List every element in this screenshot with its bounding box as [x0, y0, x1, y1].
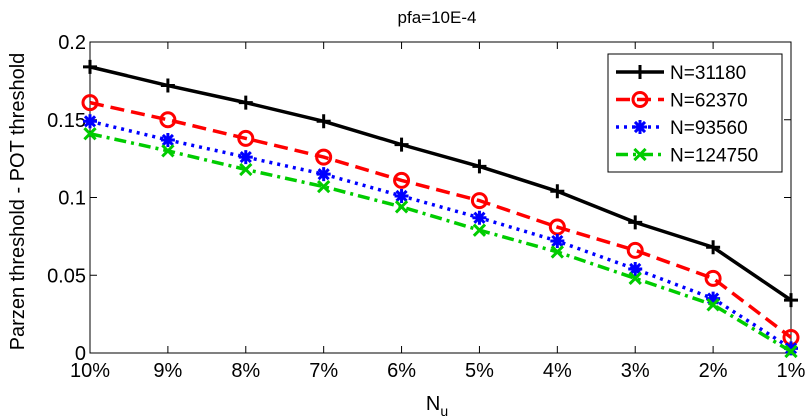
legend: N=31180 N=62370 N=93560 N=124750: [607, 53, 783, 173]
data-point: [550, 234, 565, 249]
data-point: [628, 271, 642, 286]
series-line: [89, 132, 792, 353]
data-point: [550, 245, 564, 259]
legend-label: N=93560: [670, 118, 748, 139]
x-tick-label: 9%: [153, 360, 182, 382]
legend-entry: N=31180: [616, 63, 746, 84]
series-line: [89, 65, 792, 302]
data-point: [472, 210, 487, 225]
data-point: [83, 114, 97, 129]
x-tick-label: 4%: [543, 360, 572, 382]
x-tick-label: 1%: [777, 360, 806, 382]
y-tick-label: 0.1: [58, 188, 86, 210]
y-axis-title: Parzen threshold - POT threshold: [7, 53, 29, 351]
legend-label: N=62370: [670, 91, 748, 112]
x-axis: 10% 9% 8% 7% 6% 5% 4% 3% 2% 1%: [70, 42, 806, 382]
series-n-93560: [83, 114, 798, 356]
data-point: [159, 111, 177, 129]
y-tick-label: 0: [75, 343, 86, 365]
data-point: [160, 132, 175, 147]
x-tick-label: 5%: [465, 360, 494, 382]
y-tick-label: 0.2: [58, 32, 86, 54]
data-point: [784, 344, 798, 359]
y-axis: 0 0.05 0.1 0.15 0.2: [47, 32, 791, 365]
series-n-31180: [83, 59, 798, 308]
data-point: [550, 184, 565, 199]
x-tick-label: 8%: [231, 360, 260, 382]
data-point: [784, 293, 798, 308]
data-point: [706, 291, 721, 306]
legend-entry: N=62370: [616, 91, 748, 112]
data-point: [706, 298, 720, 312]
x-axis-title: Nu: [426, 393, 448, 418]
x-axis-title-subscript: u: [440, 403, 448, 418]
data-point: [704, 269, 722, 287]
data-point: [628, 215, 643, 230]
y-tick-label: 0.05: [47, 265, 86, 287]
legend-entry: N=124750: [616, 146, 758, 167]
data-point: [394, 188, 409, 203]
x-tick-label: 3%: [621, 360, 650, 382]
data-point: [238, 150, 253, 165]
data-point: [472, 223, 487, 237]
data-point: [784, 341, 798, 356]
legend-label: N=31180: [670, 63, 746, 84]
data-point: [393, 171, 411, 189]
data-point: [633, 65, 647, 79]
data-point: [239, 162, 253, 177]
series-n-124750: [83, 127, 798, 359]
data-point: [316, 114, 331, 129]
data-point: [238, 95, 253, 110]
data-point: [315, 148, 333, 166]
y-tick-label: 0.15: [47, 110, 86, 132]
x-tick-label: 10%: [70, 360, 110, 382]
data-point: [81, 94, 99, 112]
data-point: [394, 137, 409, 152]
data-point: [161, 144, 175, 158]
series-layer: [81, 59, 800, 359]
legend-entry: N=93560: [616, 118, 748, 139]
data-point: [472, 159, 487, 174]
x-axis-title-main: N: [426, 393, 440, 415]
data-point: [631, 91, 649, 108]
data-point: [626, 241, 644, 259]
data-point: [394, 200, 409, 214]
data-point: [470, 192, 488, 210]
data-point: [706, 240, 721, 255]
x-tick-label: 2%: [699, 360, 728, 382]
series-n-62370: [81, 94, 800, 346]
chart-title: pfa=10E-4: [398, 8, 477, 27]
data-point: [237, 129, 255, 147]
data-point: [633, 147, 647, 162]
data-point: [160, 78, 175, 93]
series-line: [89, 119, 792, 350]
data-point: [316, 167, 331, 182]
data-point: [633, 120, 647, 134]
x-tick-label: 7%: [309, 360, 338, 382]
legend-label: N=124750: [670, 146, 758, 167]
x-tick-label: 6%: [387, 360, 416, 382]
series-line: [89, 100, 793, 339]
data-point: [83, 127, 97, 141]
data-point: [317, 179, 331, 194]
data-point: [83, 59, 97, 74]
data-point: [628, 262, 643, 277]
